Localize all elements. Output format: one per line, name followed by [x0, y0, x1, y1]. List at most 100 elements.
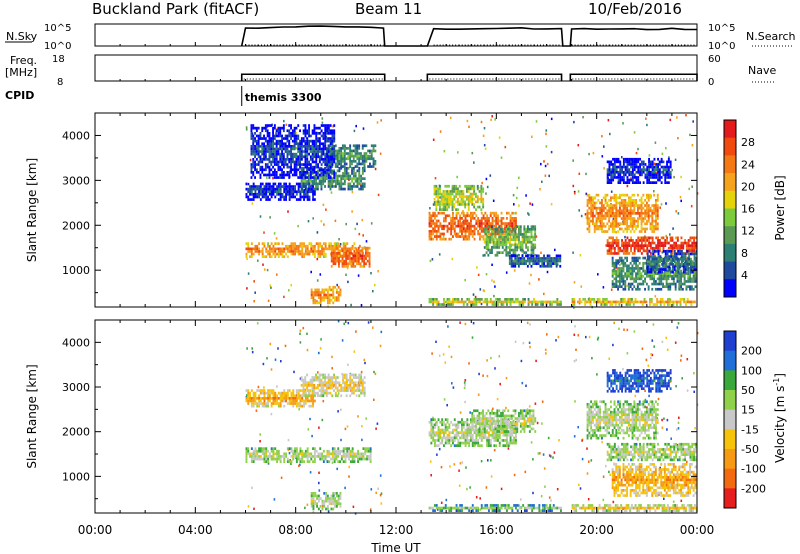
power-echo-cell [434, 217, 436, 220]
power-echo-cell [613, 285, 616, 288]
power-echo-cell [367, 157, 370, 161]
power-echo-cell [691, 249, 694, 253]
power-echo-cell [624, 173, 627, 177]
power-echo-cell [552, 262, 554, 265]
power-echo-cell [307, 177, 310, 180]
power-echo-cell [343, 177, 346, 180]
power-echo-cell [467, 187, 470, 191]
power-echo-cell [619, 170, 622, 174]
power-echo-cell [651, 225, 654, 228]
power-echo-cell [640, 209, 643, 213]
power-echo-cell [317, 155, 319, 159]
power-echo-cell [683, 274, 686, 278]
power-echo-cell [637, 219, 639, 223]
power-echo-cell [629, 230, 632, 233]
power-echo-cell [306, 163, 309, 166]
power-echo-cell [501, 235, 504, 239]
power-echo-cell [457, 200, 459, 204]
power-echo-cell [290, 152, 292, 156]
power-echo-cell [336, 169, 339, 173]
power-echo-cell [494, 227, 497, 231]
power-echo-cell [449, 195, 452, 198]
power-echo-cell [327, 132, 330, 135]
power-echo-cell [590, 214, 593, 218]
power-echo-cell [290, 252, 293, 256]
power-echo-cell [511, 300, 514, 304]
power-echo-cell [638, 217, 641, 220]
power-echo-cell [440, 192, 443, 196]
power-echo-cell [513, 222, 516, 225]
power-echo-cell [286, 244, 289, 248]
power-echo-cell [610, 236, 613, 240]
power-echo-cell [507, 300, 510, 304]
power-echo-cell [622, 261, 625, 265]
power-echo-cell [654, 280, 657, 283]
power-echo-cell [604, 193, 607, 197]
power-echo-cell [443, 227, 445, 231]
power-echo-cell [617, 249, 620, 253]
power-echo-cell [449, 197, 452, 201]
power-echo-cell [319, 301, 322, 305]
power-echo-cell [361, 162, 364, 166]
velocity-scatter-cell [521, 381, 524, 385]
power-echo-cell [534, 303, 537, 306]
power-echo-cell [648, 176, 650, 179]
power-echo-cell [308, 242, 311, 245]
power-echo-cell [435, 208, 438, 211]
power-echo-cell [660, 244, 663, 247]
power-scatter-cell [661, 152, 664, 155]
power-echo-cell [352, 149, 355, 153]
power-echo-cell [493, 303, 496, 306]
power-echo-cell [464, 227, 467, 231]
power-echo-cell [275, 150, 278, 153]
power-echo-cell [355, 247, 358, 251]
power-echo-cell [441, 237, 444, 241]
power-scatter-cell [316, 231, 319, 234]
power-echo-cell [462, 211, 465, 215]
power-echo-cell [656, 300, 659, 304]
power-echo-cell [252, 195, 255, 199]
power-echo-cell [553, 259, 556, 263]
power-echo-cell [349, 160, 352, 163]
power-echo-cell [250, 134, 253, 138]
power-echo-cell [683, 282, 686, 286]
power-echo-cell [473, 224, 476, 228]
power-echo-cell [439, 303, 442, 306]
power-echo-cell [462, 224, 465, 228]
power-echo-cell [617, 212, 620, 215]
power-echo-cell [648, 241, 650, 245]
power-echo-cell [452, 211, 454, 215]
power-echo-cell [435, 224, 438, 228]
power-echo-cell [324, 163, 327, 166]
power-echo-cell [339, 244, 341, 248]
power-echo-cell [299, 139, 301, 143]
power-echo-cell [340, 157, 343, 161]
power-echo-cell [480, 195, 483, 198]
power-echo-cell [593, 300, 596, 304]
power-echo-cell [293, 147, 296, 151]
power-echo-cell [633, 204, 636, 207]
power-echo-cell [325, 288, 327, 292]
power-echo-cell [302, 155, 305, 159]
power-echo-cell [684, 260, 687, 264]
power-echo-cell [509, 240, 511, 244]
power-echo-cell [628, 225, 630, 228]
power-echo-cell [592, 199, 594, 202]
power-echo-cell [374, 144, 377, 148]
power-echo-cell [448, 298, 451, 301]
power-echo-cell [258, 190, 260, 194]
power-scatter-cell [527, 212, 529, 215]
power-echo-cell [523, 259, 526, 263]
power-echo-cell [338, 262, 340, 266]
power-echo-cell [310, 293, 313, 297]
power-echo-cell [615, 204, 618, 207]
power-echo-cell [292, 250, 295, 253]
power-echo-cell [331, 169, 334, 173]
power-echo-cell [493, 300, 496, 304]
power-echo-cell [658, 170, 661, 174]
power-echo-cell [514, 264, 517, 268]
power-echo-cell [652, 268, 655, 271]
power-scatter-cell [486, 185, 489, 189]
power-echo-cell [333, 179, 335, 183]
power-scatter-cell [253, 300, 255, 303]
